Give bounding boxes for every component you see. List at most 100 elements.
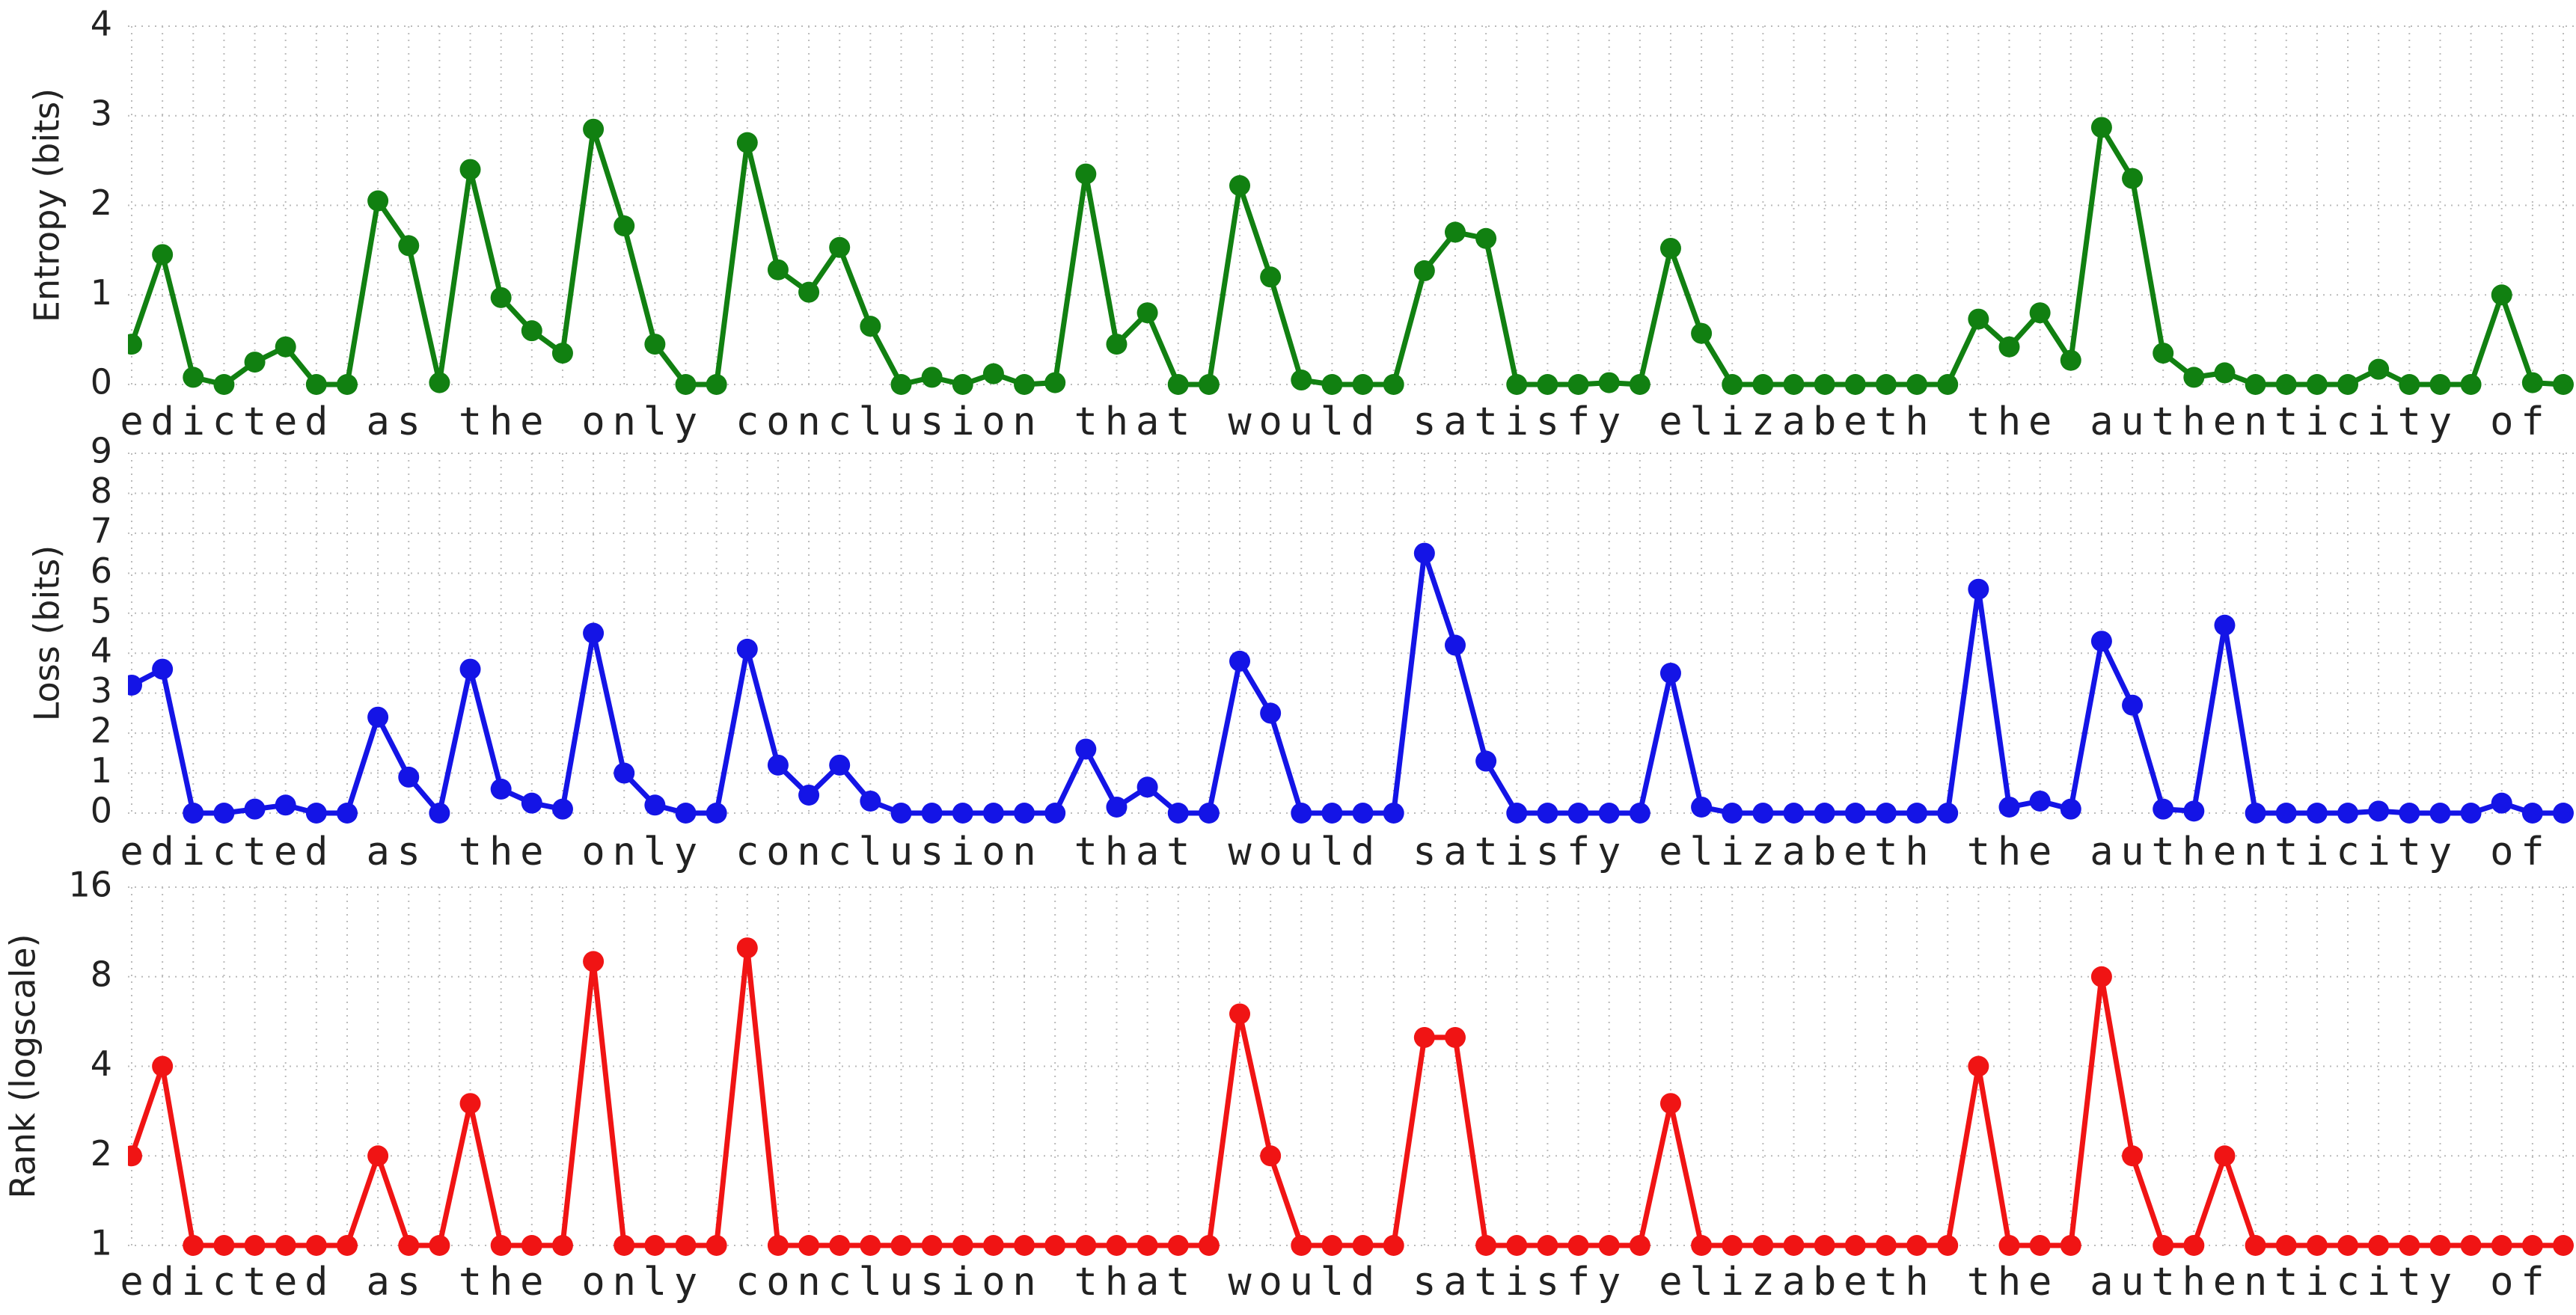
- x-tick-label: t: [1967, 1260, 1990, 1305]
- y-tick-label: 4: [91, 1043, 112, 1084]
- x-tick-label: h: [1905, 1260, 1928, 1305]
- point: [551, 1235, 573, 1256]
- point: [183, 803, 204, 824]
- point: [2122, 694, 2144, 716]
- x-tick-label: t: [1074, 399, 1098, 444]
- point: [2368, 800, 2390, 822]
- x-tick-label: o: [1258, 1260, 1282, 1305]
- x-tick-label: o: [982, 830, 1005, 874]
- point: [2460, 803, 2482, 824]
- x-tick-label: l: [1321, 399, 1344, 444]
- x-tick-label: t: [1166, 399, 1190, 444]
- point: [1383, 803, 1404, 824]
- x-tick-label: i: [2367, 399, 2390, 444]
- x-tick-label: t: [1967, 399, 1990, 444]
- point: [1506, 803, 1528, 824]
- point: [829, 236, 851, 258]
- x-tick-label: e: [120, 1260, 143, 1305]
- point: [583, 951, 605, 972]
- y-tick-label: 0: [91, 791, 112, 831]
- point: [2060, 798, 2081, 820]
- point: [398, 766, 420, 788]
- point: [1014, 803, 1035, 824]
- x-tick-label: h: [1905, 399, 1928, 444]
- x-tick-label: t: [2274, 1260, 2298, 1305]
- point: [551, 343, 573, 364]
- x-tick-label: s: [1536, 399, 1559, 444]
- x-tick-label: s: [397, 1260, 420, 1305]
- x-tick-label: y: [2429, 399, 2452, 444]
- x-tick-label: o: [1258, 830, 1282, 874]
- x-tick-label: a: [1443, 1260, 1466, 1305]
- x-tick-label: c: [735, 1260, 759, 1305]
- point: [1321, 374, 1343, 395]
- x-tick-label: o: [2490, 1260, 2513, 1305]
- point: [1136, 302, 1158, 324]
- point: [213, 1235, 235, 1256]
- x-tick-label: d: [150, 1260, 174, 1305]
- point: [367, 190, 389, 212]
- x-tick-label: e: [1659, 1260, 1682, 1305]
- x-tick-label: l: [859, 1260, 882, 1305]
- point: [1567, 1235, 1589, 1256]
- x-tick-label: a: [2090, 399, 2113, 444]
- point: [1475, 1235, 1497, 1256]
- x-tick-label: d: [305, 830, 328, 874]
- point: [1229, 650, 1251, 672]
- x-tick-label: u: [2120, 830, 2144, 874]
- point: [1722, 1235, 1743, 1256]
- x-tick-label: t: [243, 1260, 266, 1305]
- x-tick-label: e: [520, 1260, 543, 1305]
- point: [2214, 614, 2236, 636]
- line: [129, 124, 2564, 387]
- point: [305, 803, 327, 824]
- y-tick-label: 7: [91, 510, 112, 551]
- point: [2337, 1235, 2359, 1256]
- point: [644, 1235, 666, 1256]
- x-tick-label: i: [951, 830, 974, 874]
- point: [367, 706, 389, 728]
- point: [1567, 803, 1589, 824]
- point: [490, 286, 512, 308]
- plot-area: [128, 542, 2574, 824]
- x-tick-label: b: [1813, 1260, 1836, 1305]
- point: [551, 798, 573, 820]
- x-tick-label: t: [2152, 830, 2175, 874]
- x-tick-label: e: [274, 1260, 297, 1305]
- x-tick-label: i: [2367, 830, 2390, 874]
- point: [2090, 966, 2112, 987]
- point: [1659, 662, 1681, 684]
- x-tick-label: u: [1290, 830, 1313, 874]
- point: [860, 316, 881, 337]
- x-tick-label: i: [1721, 830, 1744, 874]
- point: [1136, 1235, 1158, 1256]
- point: [1136, 776, 1158, 798]
- x-tick-label: b: [1813, 830, 1836, 874]
- point: [736, 132, 758, 153]
- point: [1875, 803, 1897, 824]
- y-tick-label: 3: [91, 93, 112, 133]
- point: [1167, 803, 1189, 824]
- point: [2399, 374, 2420, 395]
- point: [1998, 1235, 2020, 1256]
- point: [367, 1145, 389, 1167]
- point: [1537, 374, 1558, 395]
- y-tick-label: 4: [91, 4, 112, 44]
- point: [952, 803, 973, 824]
- x-tick-label: t: [459, 1260, 482, 1305]
- x-tick-label: i: [2367, 1260, 2390, 1305]
- x-tick-label: f: [1567, 399, 1590, 444]
- point: [614, 1235, 635, 1256]
- x-tick-label: c: [212, 1260, 236, 1305]
- point: [1413, 1026, 1435, 1048]
- x-tick-label: l: [1321, 1260, 1344, 1305]
- point: [429, 372, 450, 393]
- point: [798, 784, 820, 806]
- point: [982, 803, 1004, 824]
- point: [459, 658, 481, 680]
- point: [1598, 372, 1620, 393]
- x-tick-label: i: [182, 399, 205, 444]
- point: [798, 281, 820, 303]
